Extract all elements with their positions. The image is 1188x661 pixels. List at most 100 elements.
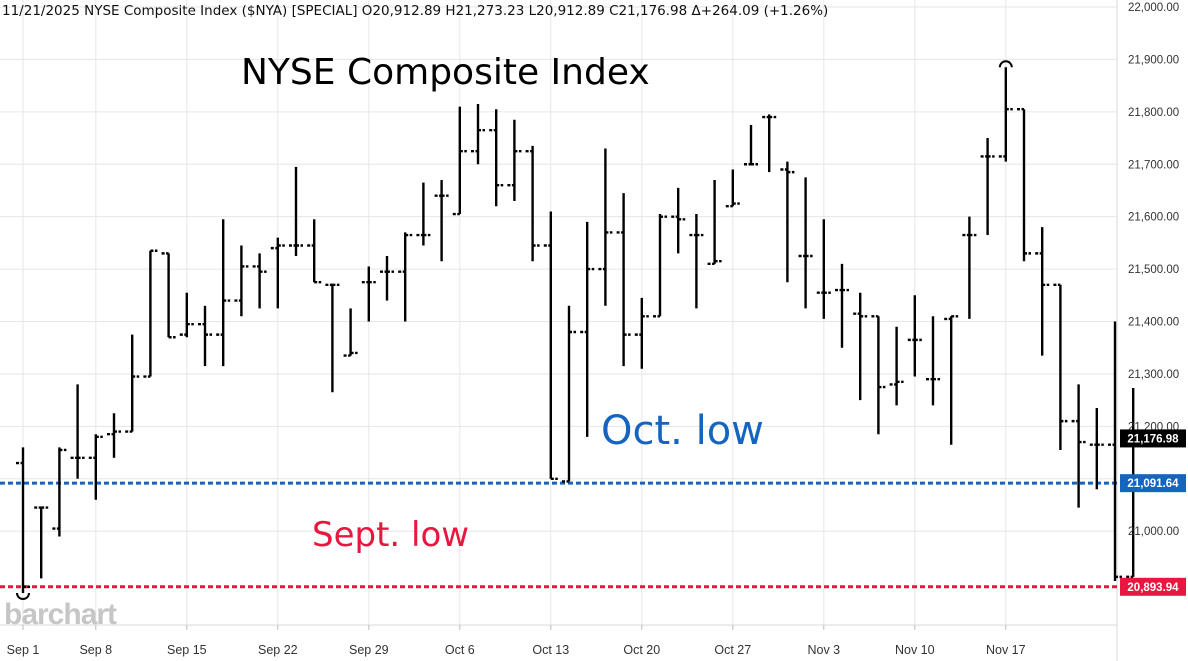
ohlc-bar <box>143 249 158 378</box>
ohlc-bar <box>853 292 868 401</box>
ohlc-bar <box>1108 321 1122 581</box>
ohlc-bar <box>198 305 212 367</box>
ohlc-bar <box>907 295 922 377</box>
x-tick-label: Nov 3 <box>807 643 840 657</box>
last-price-badge: 21,176.98 <box>1120 429 1186 448</box>
ohlc-bar <box>234 245 249 317</box>
x-tick-label: Oct 6 <box>445 643 475 657</box>
x-tick-label: Sep 8 <box>79 643 112 657</box>
price-badge-text: 21,176.98 <box>1127 433 1179 445</box>
ohlc-bar <box>926 316 940 406</box>
x-tick-label: Nov 17 <box>986 643 1026 657</box>
ohlc-bar <box>543 211 558 480</box>
ohlc-bar <box>780 161 795 283</box>
ohlc-bar <box>1017 108 1031 262</box>
barchart-watermark: barchart <box>4 598 117 631</box>
y-tick-label: 21,800.00 <box>1128 107 1179 119</box>
level-price-badge: 21,091.64 <box>1120 474 1186 493</box>
price-badge-bg <box>1120 474 1186 493</box>
ohlc-bar <box>380 255 394 301</box>
ohlc-bar <box>598 148 613 306</box>
x-tick-label: Oct 20 <box>623 643 660 657</box>
ohlc-bar <box>653 214 667 318</box>
ohlc-bar <box>161 252 176 339</box>
ohlc-bar <box>16 447 30 594</box>
ohlc-bar <box>289 166 303 256</box>
ohlc-header: 11/21/2025 NYSE Composite Index ($NYA) [… <box>2 3 829 19</box>
ohlc-bar <box>270 237 285 309</box>
annotation-sept-low: Sept. low <box>312 515 470 555</box>
ohlc-bar <box>1053 283 1068 450</box>
ohlc-bar <box>361 266 376 322</box>
ohlc-bar <box>671 187 686 254</box>
ohlc-bar <box>616 193 631 367</box>
ohlc-bar <box>980 138 995 236</box>
ohlc-bar <box>798 177 813 309</box>
ohlc-bar <box>252 253 267 309</box>
ohlc-bar <box>998 67 1013 162</box>
ohlc-bar <box>580 221 595 437</box>
swing-high-marker <box>998 60 1013 68</box>
x-tick-label: Sep 1 <box>7 643 40 657</box>
ohlc-bar <box>307 219 322 284</box>
x-tick-label: Oct 13 <box>532 643 569 657</box>
ohlc-bar <box>34 506 49 579</box>
ohlc-bar <box>507 119 522 201</box>
y-tick-label: 22,000.00 <box>1128 2 1179 14</box>
ohlc-bar <box>562 305 576 483</box>
ohlc-bar <box>689 214 704 309</box>
y-tick-label: 21,700.00 <box>1128 159 1179 171</box>
ohlc-bar <box>944 315 959 445</box>
ohlc-bar <box>725 169 740 208</box>
y-tick-label: 21,400.00 <box>1128 317 1179 329</box>
ohlc-bar <box>70 384 85 479</box>
y-tick-label: 21,900.00 <box>1128 54 1179 66</box>
ohlc-bar <box>107 413 121 458</box>
level-lines <box>0 481 1117 589</box>
x-tick-label: Nov 10 <box>895 643 935 657</box>
x-axis: Sep 1 Sep 8 Sep 15 Sep 22 Sep 29 Oct 6 Oct 13 O… <box>7 625 1026 657</box>
ohlc-bar <box>744 124 758 166</box>
annotation-oct-low: Oct. low <box>601 408 764 454</box>
ohlc-bar <box>1071 384 1086 508</box>
ohlc-bar <box>871 315 886 435</box>
price-badge-bg <box>1120 577 1186 596</box>
ohlc-bar <box>125 334 140 433</box>
price-badge-text: 21,091.64 <box>1127 478 1179 490</box>
ohlc-bar <box>525 145 540 262</box>
x-tick-label: Oct 27 <box>714 643 751 657</box>
price-badge-bg <box>1120 429 1186 448</box>
ohlc-bar <box>835 263 849 348</box>
ohlc-bar <box>489 109 504 207</box>
ohlc-bar <box>325 283 340 393</box>
y-tick-label: 21,500.00 <box>1128 264 1179 276</box>
ohlc-bar <box>179 292 194 338</box>
level-price-badge: 20,893.94 <box>1120 577 1186 596</box>
chart-title: NYSE Composite Index <box>241 52 650 93</box>
ohlc-bar <box>88 434 103 500</box>
y-tick-label: 21,600.00 <box>1128 212 1179 224</box>
y-tick-label: 21,300.00 <box>1128 369 1179 381</box>
x-tick-label: Sep 15 <box>167 643 207 657</box>
y-axis: 21,000.0021,100.0021,200.0021,300.0021,4… <box>1120 2 1186 596</box>
ohlc-bar <box>471 103 485 165</box>
ohlc-bar <box>452 106 467 216</box>
price-badge-text: 20,893.94 <box>1127 582 1179 594</box>
ohlc-bar <box>889 326 904 406</box>
ohlc-bar <box>962 216 977 319</box>
x-tick-label: Sep 29 <box>349 643 389 657</box>
ohlc-bar <box>52 447 67 537</box>
ohlc-bar <box>1035 227 1050 356</box>
ohlc-bar <box>707 179 722 266</box>
ohlc-bar <box>634 297 649 369</box>
ohlc-bar <box>434 179 449 262</box>
ohlc-bar <box>816 219 831 319</box>
ohlc-bar <box>1089 408 1104 490</box>
ohlc-bar <box>343 308 358 357</box>
ohlc-bar <box>416 182 431 246</box>
x-tick-label: Sep 22 <box>258 643 298 657</box>
ohlc-bars <box>16 60 1141 601</box>
y-tick-label: 21,000.00 <box>1128 526 1179 538</box>
ohlc-bar <box>216 219 231 367</box>
